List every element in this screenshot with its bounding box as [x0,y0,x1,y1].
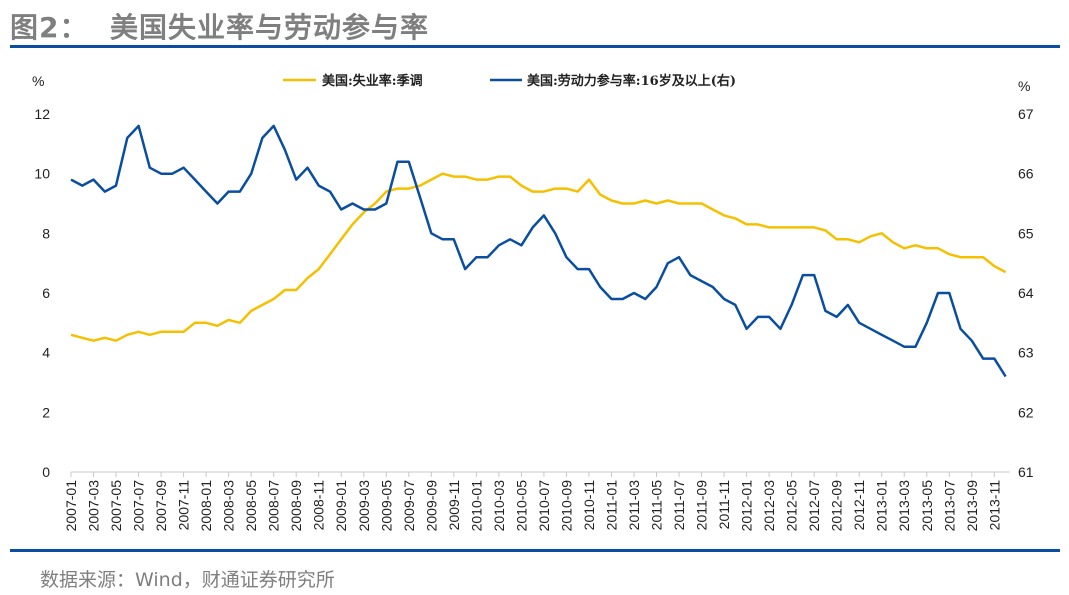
right-axis-tick-label: 64 [1018,285,1034,301]
x-axis-tick-label: 2013-03 [896,480,912,532]
x-axis-tick-label: 2008-03 [221,480,237,532]
x-axis-tick-label: 2012-07 [806,480,822,532]
source-note: 数据来源：Wind，财通证券研究所 [40,569,335,591]
right-axis-tick-label: 62 [1018,404,1034,420]
x-axis-tick-label: 2007-11 [176,480,192,531]
right-axis-tick-label: 67 [1018,106,1034,122]
legend-label-unemployment: 美国:失业率:季调 [322,73,423,89]
x-axis-tick-label: 2007-05 [108,480,124,532]
x-axis-tick-label: 2011-11 [716,480,732,530]
x-axis-tick-label: 2009-01 [333,480,349,532]
bottom-rule [10,549,1060,552]
left-axis-tick-label: 12 [34,106,50,122]
x-axis-tick-label: 2013-07 [941,480,957,532]
x-axis-tick-label: 2013-09 [964,480,980,532]
x-axis-tick-label: 2010-11 [581,480,597,531]
right-axis-tick-label: 66 [1018,166,1034,182]
x-axis-tick-label: 2012-11 [851,480,867,531]
x-axis-tick-label: 2010-05 [513,480,529,532]
x-axis-tick-label: 2007-01 [63,480,79,532]
x-axis-tick-label: 2010-07 [536,480,552,532]
x-axis-tick-label: 2013-01 [874,480,890,532]
x-axis-tick-label: 2009-11 [446,480,462,531]
series-line-unemployment [70,172,1007,342]
right-axis-tick-label: 61 [1018,464,1034,480]
x-axis-tick-label: 2013-11 [986,480,1002,531]
left-axis-unit: % [32,73,44,89]
right-axis-tick-label: 63 [1018,345,1034,361]
legend-label-participation: 美国:劳动力参与率:16岁及以上(右) [527,73,736,89]
x-axis-tick-label: 2010-01 [468,480,484,532]
left-axis-tick-label: 8 [42,225,50,241]
left-axis-tick-label: 6 [42,285,50,301]
x-axis-tick-label: 2012-03 [761,480,777,532]
x-axis-tick-label: 2012-09 [829,480,845,532]
x-axis-tick-label: 2008-01 [198,480,214,532]
left-axis-tick-label: 0 [42,464,50,480]
x-axis-tick-label: 2009-05 [378,480,394,532]
x-axis-tick-label: 2007-07 [131,480,147,532]
x-axis-tick-label: 2013-05 [919,480,935,532]
x-axis-tick-label: 2012-05 [784,480,800,532]
x-axis-tick-label: 2011-01 [603,480,619,531]
x-axis-tick-label: 2007-03 [86,480,102,532]
left-axis-tick-label: 10 [34,166,50,182]
left-axis-tick-label: 2 [42,404,50,420]
right-axis-tick-label: 65 [1018,225,1034,241]
x-axis-tick-label: 2012-01 [739,480,755,532]
x-axis-tick-label: 2008-07 [266,480,282,532]
x-axis-tick-label: 2009-09 [423,480,439,532]
figure-title: 图2： 美国失业率与劳动参与率 [10,11,429,44]
x-axis-tick-label: 2008-09 [288,480,304,532]
left-axis-tick-label: 4 [42,345,50,361]
right-axis-unit: % [1018,78,1030,94]
x-axis-tick-label: 2011-09 [694,480,710,531]
series-line-participation [70,124,1007,378]
x-axis-tick-label: 2008-05 [243,480,259,532]
x-axis-tick-label: 2007-09 [153,480,169,532]
x-axis-tick-label: 2009-03 [356,480,372,532]
x-axis-tick-label: 2008-11 [311,480,327,531]
x-axis-tick-label: 2010-03 [491,480,507,532]
x-axis-tick-label: 2009-07 [401,480,417,532]
x-axis-tick-label: 2011-07 [671,480,687,531]
x-axis-tick-label: 2010-09 [558,480,574,532]
top-rule [10,45,1060,48]
x-axis-tick-label: 2011-05 [649,480,665,531]
x-axis-tick-label: 2011-03 [626,480,642,531]
